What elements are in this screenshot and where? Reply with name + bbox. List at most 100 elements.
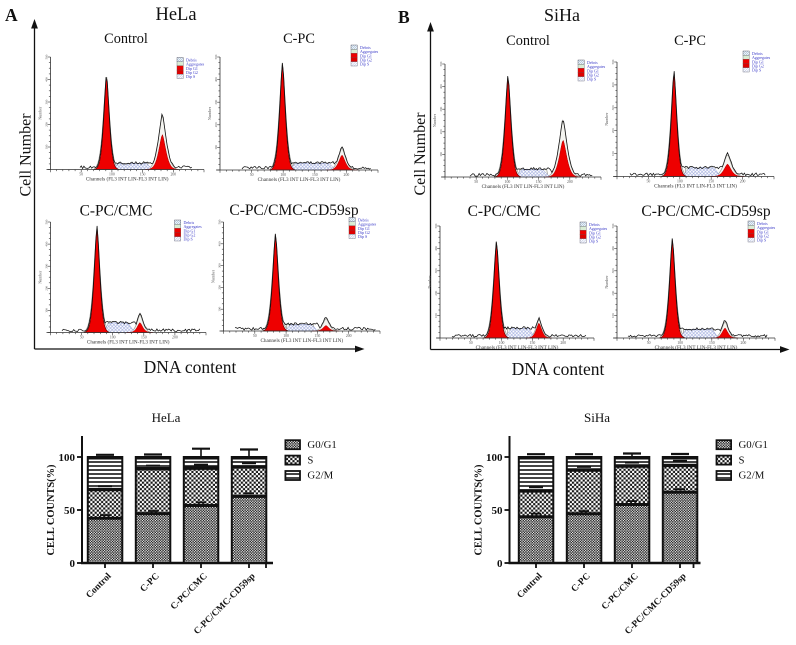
- svg-text:50: 50: [492, 505, 504, 517]
- svg-text:Dip G1: Dip G1: [587, 68, 599, 73]
- svg-text:Aggregates: Aggregates: [752, 55, 771, 60]
- svg-text:CELL COUNTS(%): CELL COUNTS(%): [474, 465, 485, 556]
- svg-text:100: 100: [439, 152, 443, 157]
- svg-text:Number: Number: [211, 269, 216, 283]
- svg-text:300: 300: [439, 106, 443, 111]
- svg-text:400: 400: [439, 84, 443, 89]
- svg-text:100: 100: [45, 308, 49, 313]
- svg-text:150: 150: [536, 180, 542, 184]
- svg-text:Aggregates: Aggregates: [360, 49, 379, 54]
- svg-text:400: 400: [45, 77, 49, 82]
- svg-text:500: 500: [218, 219, 222, 224]
- svg-text:SiHa: SiHa: [584, 410, 610, 425]
- svg-text:Dip G1: Dip G1: [752, 59, 764, 64]
- svg-text:100: 100: [283, 334, 289, 338]
- svg-text:100: 100: [218, 306, 222, 311]
- svg-text:200: 200: [611, 290, 615, 295]
- svg-text:50: 50: [253, 334, 257, 338]
- svg-text:C-PC/CMC-CD59sp: C-PC/CMC-CD59sp: [641, 203, 770, 220]
- svg-text:500: 500: [434, 223, 438, 228]
- svg-text:300: 300: [611, 105, 615, 110]
- svg-text:100: 100: [505, 180, 511, 184]
- svg-text:Number: Number: [604, 112, 609, 126]
- svg-text:Dip G2: Dip G2: [358, 230, 370, 235]
- svg-text:Dip G2: Dip G2: [589, 235, 601, 240]
- svg-text:50: 50: [79, 173, 83, 177]
- svg-text:50: 50: [647, 341, 651, 345]
- svg-text:200: 200: [172, 336, 178, 340]
- svg-text:150: 150: [312, 173, 318, 177]
- svg-text:200: 200: [344, 173, 350, 177]
- svg-text:Number: Number: [38, 106, 43, 120]
- svg-text:Dip G2: Dip G2: [757, 234, 769, 239]
- svg-text:Aggregates: Aggregates: [757, 225, 776, 230]
- svg-text:200: 200: [170, 173, 176, 177]
- svg-text:0: 0: [70, 558, 76, 570]
- svg-text:200: 200: [214, 122, 218, 127]
- svg-text:Dip S: Dip S: [186, 74, 195, 79]
- svg-text:Dip S: Dip S: [360, 62, 369, 67]
- svg-text:300: 300: [45, 99, 49, 104]
- svg-text:400: 400: [214, 77, 218, 82]
- svg-text:150: 150: [140, 173, 146, 177]
- svg-text:200: 200: [218, 285, 222, 290]
- svg-text:150: 150: [315, 334, 321, 338]
- svg-text:Channels (FL3 INT LIN-FL3 INT: Channels (FL3 INT LIN-FL3 INT LIN): [654, 183, 737, 190]
- svg-text:G2/M: G2/M: [739, 470, 765, 482]
- svg-text:Aggregates: Aggregates: [358, 222, 377, 227]
- svg-text:Dip G2: Dip G2: [184, 233, 196, 238]
- svg-text:Number: Number: [427, 275, 432, 289]
- svg-text:Dip G1: Dip G1: [589, 230, 601, 235]
- svg-text:300: 300: [45, 263, 49, 268]
- svg-text:Dip S: Dip S: [184, 237, 193, 242]
- svg-text:G0/G1: G0/G1: [739, 439, 768, 451]
- svg-text:400: 400: [218, 241, 222, 246]
- svg-text:Control: Control: [104, 31, 148, 47]
- svg-text:100: 100: [214, 145, 218, 150]
- svg-text:Dip G2: Dip G2: [186, 70, 198, 75]
- svg-text:Channels (FL3 INT LIN-FL3 INT: Channels (FL3 INT LIN-FL3 INT LIN): [87, 339, 170, 346]
- svg-text:S: S: [307, 454, 313, 466]
- svg-text:SiHa: SiHa: [544, 5, 580, 25]
- svg-text:Channels (FL3 INT LIN-FL3 INT: Channels (FL3 INT LIN-FL3 INT LIN): [482, 183, 565, 190]
- svg-text:Dip G1: Dip G1: [184, 228, 196, 233]
- svg-text:200: 200: [434, 290, 438, 295]
- svg-text:C-PC/CMC: C-PC/CMC: [468, 203, 541, 220]
- svg-text:100: 100: [45, 144, 49, 149]
- svg-text:Dip G1: Dip G1: [757, 229, 769, 234]
- svg-text:50: 50: [80, 336, 84, 340]
- svg-text:150: 150: [530, 341, 536, 345]
- svg-text:Number: Number: [604, 275, 609, 289]
- svg-text:Debris: Debris: [186, 57, 197, 62]
- svg-text:HeLa: HeLa: [155, 5, 196, 25]
- svg-text:Dip S: Dip S: [757, 238, 766, 243]
- svg-text:G2/M: G2/M: [307, 470, 333, 482]
- svg-text:Debris: Debris: [184, 220, 195, 225]
- svg-text:50: 50: [250, 173, 254, 177]
- svg-text:Channels (FL3 INT LIN-FL3 INT: Channels (FL3 INT LIN-FL3 INT LIN): [476, 344, 559, 351]
- svg-text:500: 500: [439, 61, 443, 66]
- svg-text:Dip G1: Dip G1: [360, 53, 372, 58]
- svg-text:G0/G1: G0/G1: [307, 439, 336, 451]
- svg-text:200: 200: [45, 122, 49, 127]
- svg-text:100: 100: [677, 341, 683, 345]
- svg-text:Channels (FL3 INT LIN-FL3 INT: Channels (FL3 INT LIN-FL3 INT LIN): [655, 344, 738, 351]
- svg-text:Cell Number: Cell Number: [412, 112, 429, 196]
- svg-text:Channels (FL3 INT LIN-FL3 INT: Channels (FL3 INT LIN-FL3 INT LIN): [258, 176, 341, 183]
- svg-text:Debris: Debris: [360, 45, 371, 50]
- svg-text:Debris: Debris: [752, 51, 763, 56]
- svg-text:200: 200: [560, 341, 566, 345]
- svg-text:150: 150: [141, 336, 147, 340]
- svg-text:400: 400: [611, 82, 615, 87]
- svg-text:Aggregates: Aggregates: [184, 224, 203, 229]
- svg-text:CELL COUNTS(%): CELL COUNTS(%): [46, 465, 57, 556]
- svg-text:400: 400: [45, 241, 49, 246]
- svg-text:Number: Number: [207, 106, 212, 120]
- svg-text:C-PC/CMC: C-PC/CMC: [80, 203, 153, 220]
- svg-text:Channels (FL3 INT LIN-FL3 INT: Channels (FL3 INT LIN-FL3 INT LIN): [86, 176, 169, 183]
- svg-text:200: 200: [740, 180, 746, 184]
- svg-text:500: 500: [611, 59, 615, 64]
- svg-text:100: 100: [611, 313, 615, 318]
- svg-text:400: 400: [434, 246, 438, 251]
- svg-text:Aggregates: Aggregates: [186, 62, 205, 67]
